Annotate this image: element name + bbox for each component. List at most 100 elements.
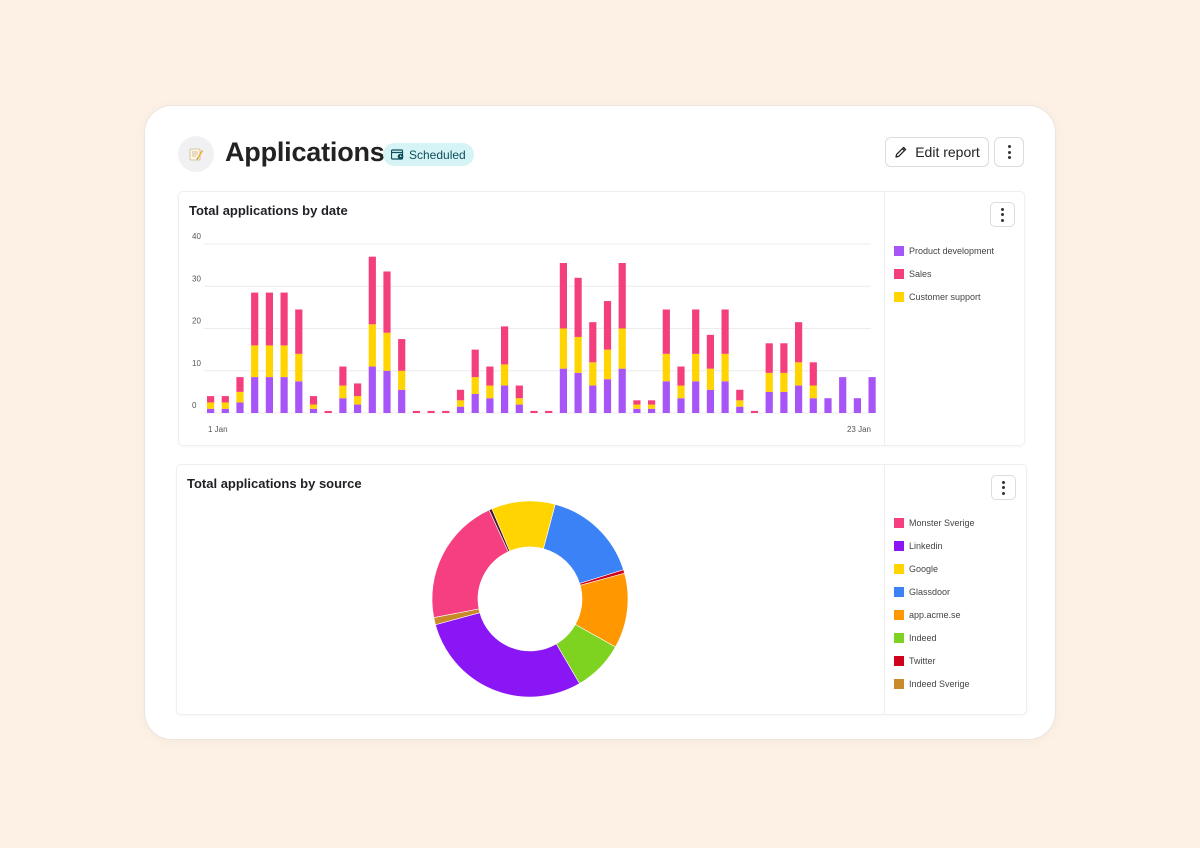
bar-segment[interactable] xyxy=(398,339,406,371)
bar-segment[interactable] xyxy=(236,402,244,413)
bar-segment[interactable] xyxy=(692,353,700,382)
bar-segment[interactable] xyxy=(442,410,450,413)
bar-segment[interactable] xyxy=(648,408,656,413)
bar-segment[interactable] xyxy=(633,408,641,413)
legend-item[interactable]: Product development xyxy=(894,239,994,262)
bar-segment[interactable] xyxy=(265,345,273,378)
bar-segment[interactable] xyxy=(221,402,229,409)
bar-segment[interactable] xyxy=(515,385,523,399)
bar-segment[interactable] xyxy=(721,353,729,382)
bar-segment[interactable] xyxy=(706,334,714,369)
legend-item[interactable]: Twitter xyxy=(894,649,975,672)
legend-item[interactable]: Glassdoor xyxy=(894,580,975,603)
legend-item[interactable]: Linkedin xyxy=(894,534,975,557)
bar-segment[interactable] xyxy=(765,343,773,373)
bar-segment[interactable] xyxy=(736,406,744,413)
bar-segment[interactable] xyxy=(354,383,362,397)
bar-segment[interactable] xyxy=(339,398,347,413)
bar-segment[interactable] xyxy=(265,292,273,346)
bar-segment[interactable] xyxy=(412,410,420,413)
legend-item[interactable]: Customer support xyxy=(894,285,994,308)
legend-item[interactable]: Monster Sverige xyxy=(894,511,975,534)
bar-segment[interactable] xyxy=(692,309,700,354)
bar-segment[interactable] xyxy=(236,391,244,403)
bar-segment[interactable] xyxy=(559,263,567,329)
bar-segment[interactable] xyxy=(515,398,523,405)
bar-segment[interactable] xyxy=(354,404,362,413)
bar-segment[interactable] xyxy=(207,396,215,403)
bar-segment[interactable] xyxy=(309,404,318,409)
bar-segment[interactable] xyxy=(368,256,376,325)
legend-item[interactable]: app.acme.se xyxy=(894,603,975,626)
bar-segment[interactable] xyxy=(221,396,229,403)
bar-segment[interactable] xyxy=(603,301,612,350)
bar-segment[interactable] xyxy=(265,377,273,413)
bar-segment[interactable] xyxy=(456,389,465,401)
bar-segment[interactable] xyxy=(648,400,656,405)
bar-segment[interactable] xyxy=(662,381,670,413)
bar-segment[interactable] xyxy=(633,404,641,409)
bar-segment[interactable] xyxy=(603,349,612,380)
bar-segment[interactable] xyxy=(809,398,817,413)
bar-segment[interactable] xyxy=(780,343,788,373)
bar-segment[interactable] xyxy=(809,362,817,386)
bar-segment[interactable] xyxy=(589,362,597,386)
bar-segment[interactable] xyxy=(765,391,773,413)
bar-segment[interactable] xyxy=(574,372,582,413)
bar-segment[interactable] xyxy=(207,408,215,413)
bar-segment[interactable] xyxy=(559,328,567,369)
bar-segment[interactable] xyxy=(383,271,391,333)
bar-segment[interactable] xyxy=(295,309,303,354)
bar-segment[interactable] xyxy=(662,309,670,354)
bar-segment[interactable] xyxy=(677,366,685,386)
bar-segment[interactable] xyxy=(309,396,318,405)
bar-segment[interactable] xyxy=(868,377,876,413)
bar-segment[interactable] xyxy=(618,263,626,329)
chart-more-button[interactable] xyxy=(991,475,1016,500)
bar-segment[interactable] xyxy=(824,398,832,413)
bar-segment[interactable] xyxy=(471,393,479,413)
bar-segment[interactable] xyxy=(677,385,685,399)
bar-segment[interactable] xyxy=(339,366,347,386)
donut-slice[interactable] xyxy=(491,500,556,552)
bar-segment[interactable] xyxy=(471,377,479,394)
bar-segment[interactable] xyxy=(383,370,391,413)
bar-segment[interactable] xyxy=(736,389,744,401)
bar-segment[interactable] xyxy=(427,410,435,413)
bar-segment[interactable] xyxy=(559,368,567,413)
chart-more-button[interactable] xyxy=(990,202,1015,227)
bar-segment[interactable] xyxy=(574,277,582,337)
bar-segment[interactable] xyxy=(750,410,759,413)
bar-segment[interactable] xyxy=(383,332,391,371)
bar-segment[interactable] xyxy=(839,377,847,413)
bar-segment[interactable] xyxy=(603,379,612,413)
bar-segment[interactable] xyxy=(251,292,259,346)
bar-segment[interactable] xyxy=(251,345,259,378)
bar-segment[interactable] xyxy=(765,372,773,392)
bar-segment[interactable] xyxy=(677,398,685,413)
legend-item[interactable]: Indeed Sverige xyxy=(894,672,975,695)
bar-segment[interactable] xyxy=(207,402,215,409)
bar-segment[interactable] xyxy=(574,336,582,373)
bar-segment[interactable] xyxy=(295,353,303,382)
bar-segment[interactable] xyxy=(251,377,259,413)
bar-segment[interactable] xyxy=(398,370,406,390)
bar-segment[interactable] xyxy=(486,398,494,413)
bar-segment[interactable] xyxy=(618,368,626,413)
bar-segment[interactable] xyxy=(398,389,406,413)
bar-segment[interactable] xyxy=(324,410,332,413)
bar-segment[interactable] xyxy=(486,366,494,386)
bar-segment[interactable] xyxy=(368,324,376,367)
bar-segment[interactable] xyxy=(280,292,288,346)
donut-slice[interactable] xyxy=(435,612,580,698)
bar-segment[interactable] xyxy=(280,345,288,378)
bar-segment[interactable] xyxy=(662,353,670,382)
bar-segment[interactable] xyxy=(721,381,729,413)
legend-item[interactable]: Google xyxy=(894,557,975,580)
bar-segment[interactable] xyxy=(221,408,229,413)
more-options-button[interactable] xyxy=(994,137,1024,167)
bar-segment[interactable] xyxy=(780,391,788,413)
bar-segment[interactable] xyxy=(339,385,347,399)
bar-segment[interactable] xyxy=(706,389,714,413)
bar-segment[interactable] xyxy=(501,385,509,413)
